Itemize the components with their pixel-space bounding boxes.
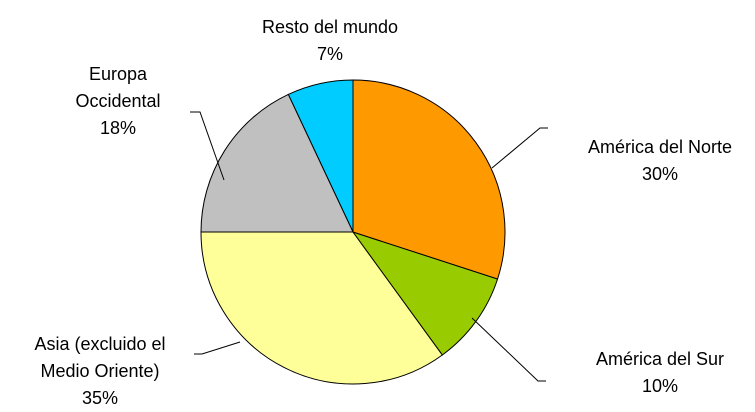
category-name: Asia (excluido el Medio Oriente) [34, 334, 166, 381]
leader-line [471, 317, 546, 382]
leader-line [190, 111, 225, 181]
pie-slice [200, 231, 444, 385]
leader-line [194, 341, 241, 355]
leader-line [491, 127, 548, 169]
value-label: 30% [641, 164, 679, 184]
value-label: 7% [316, 44, 343, 64]
slice-label: Asia (excluido el Medio Oriente) 35% [10, 331, 190, 412]
slice-label: América del Sur 10% [560, 346, 755, 400]
category-name: América del Norte [587, 137, 733, 157]
slice-label: Resto del mundo 7% [220, 14, 440, 68]
value-label: 35% [81, 388, 119, 408]
slice-label: América del Norte 30% [550, 134, 755, 188]
category-name: América del Sur [595, 349, 725, 369]
slice-label: Europa Occidental 18% [63, 61, 173, 142]
value-label: 18% [99, 118, 137, 138]
category-name: Resto del mundo [261, 17, 399, 37]
pie-slice [352, 79, 506, 280]
value-label: 10% [641, 376, 679, 396]
category-name: Europa Occidental [75, 64, 161, 111]
pie-slice [200, 93, 354, 233]
